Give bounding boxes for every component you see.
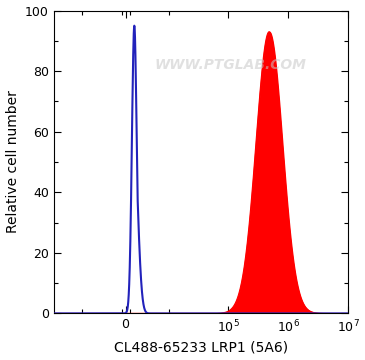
Text: WWW.PTGLAB.COM: WWW.PTGLAB.COM — [154, 58, 306, 72]
X-axis label: CL488-65233 LRP1 (5A6): CL488-65233 LRP1 (5A6) — [114, 341, 288, 355]
Y-axis label: Relative cell number: Relative cell number — [5, 91, 20, 233]
